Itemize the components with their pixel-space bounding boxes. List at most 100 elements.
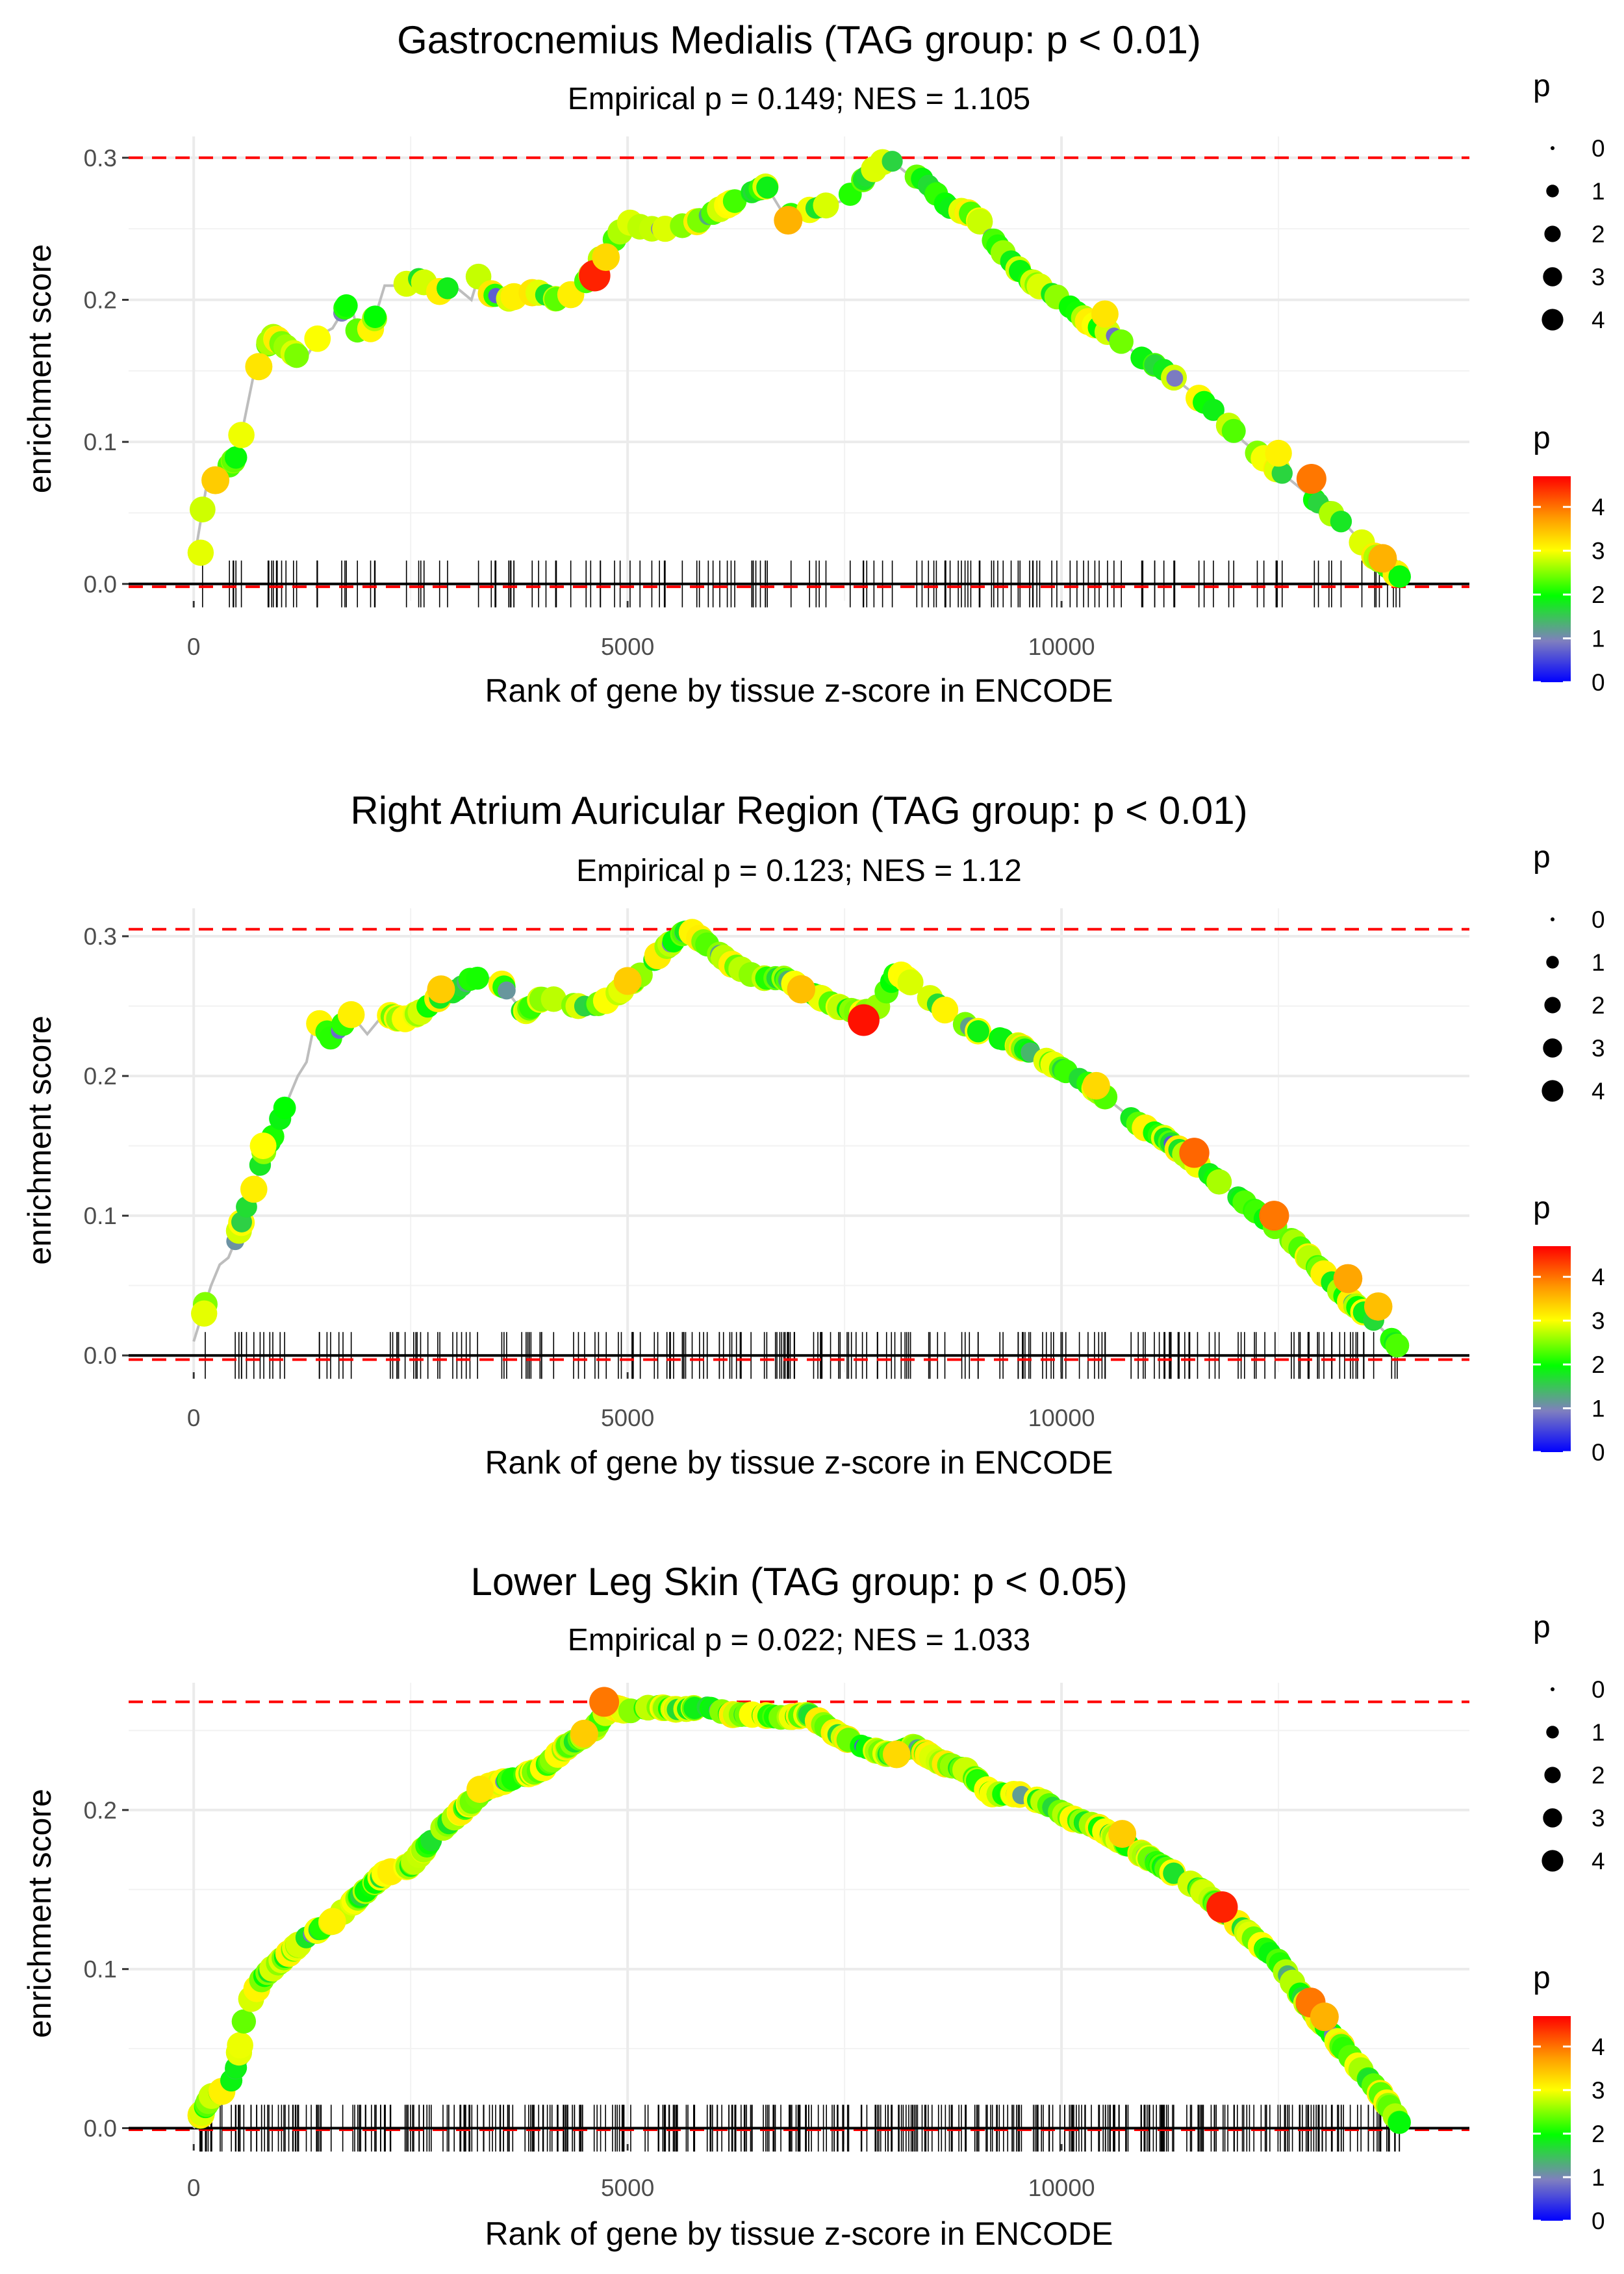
size-legend-key (1544, 1767, 1561, 1783)
gene-point (337, 1001, 365, 1028)
size-legend-key (1543, 1808, 1562, 1828)
gene-point (498, 981, 516, 1000)
x-tick-label: 5000 (601, 1405, 654, 1431)
y-axis: 0.0 0.1 0.2 (84, 1797, 129, 2142)
color-legend-label: 2 (1592, 1351, 1605, 1378)
y-tick-label: 0.2 (84, 287, 117, 313)
gene-point-highlight (592, 243, 620, 272)
gene-point (437, 277, 459, 300)
size-legend: p 0 1 2 3 4 (1533, 69, 1605, 333)
gene-point (1385, 1333, 1410, 1358)
size-legend-title: p (1533, 840, 1551, 875)
gene-point (813, 192, 839, 219)
chart-panel-2: Right Atrium Auricular Region (TAG group… (21, 789, 1605, 1481)
y-tick-label: 0.1 (84, 1203, 117, 1229)
gene-point-highlight (787, 975, 816, 1004)
y-tick-label: 0.1 (84, 429, 117, 455)
gene-point-highlight (1296, 463, 1326, 494)
color-legend-label: 1 (1592, 1396, 1605, 1422)
gene-point-highlight (427, 975, 455, 1004)
size-legend-label: 3 (1592, 1805, 1605, 1832)
gene-point (540, 986, 566, 1012)
chart-panel-1: Gastrocnemius Medialis (TAG group: p < 0… (21, 18, 1605, 709)
gene-point-highlight (191, 1300, 218, 1327)
size-legend-key (1543, 1038, 1562, 1058)
size-legend-label: 4 (1592, 1078, 1605, 1105)
size-legend-key (1542, 1080, 1564, 1102)
x-axis: 0 5000 10000 (187, 1372, 1095, 1431)
color-legend: p 0 1 2 3 4 (1533, 1191, 1605, 1466)
gene-point (1109, 329, 1134, 354)
gene-point (273, 1096, 296, 1119)
gene-point (722, 189, 747, 213)
size-legend-key (1546, 1726, 1559, 1739)
color-legend-label: 0 (1592, 669, 1605, 696)
x-tick-label: 10000 (1028, 1405, 1095, 1431)
size-legend-key (1543, 267, 1562, 287)
gene-point (189, 496, 216, 523)
color-legend-label: 3 (1592, 2077, 1605, 2104)
y-axis: 0.0 0.1 0.2 0.3 (84, 923, 129, 1369)
gene-point-highlight (1206, 1891, 1238, 1923)
chart-title: Right Atrium Auricular Region (TAG group… (350, 789, 1247, 832)
color-legend-label: 0 (1592, 2208, 1605, 2234)
gene-point (1206, 1169, 1232, 1195)
gene-point (1330, 510, 1352, 533)
y-tick-label: 0.3 (84, 145, 117, 172)
size-legend-key (1551, 146, 1554, 150)
x-axis: 0 5000 10000 (187, 601, 1095, 660)
size-legend-label: 2 (1592, 1762, 1605, 1789)
size-legend-label: 3 (1592, 1035, 1605, 1062)
size-legend-title: p (1533, 1610, 1551, 1644)
gene-points (187, 149, 1411, 588)
gene-point-highlight (201, 466, 230, 494)
gene-point-highlight (1265, 439, 1292, 467)
x-tick-label: 10000 (1028, 633, 1095, 660)
gene-point-highlight (1310, 2002, 1339, 2032)
y-axis-label: enrichment score (21, 244, 58, 494)
y-tick-label: 0.3 (84, 923, 117, 950)
gene-point (284, 343, 309, 368)
size-legend-label: 4 (1592, 1848, 1605, 1874)
gene-points (187, 1687, 1411, 2134)
gene-point (1388, 565, 1411, 588)
gene-point-highlight (1333, 1264, 1363, 1294)
color-legend-bar (1533, 1246, 1571, 1452)
gene-point-highlight (1082, 1071, 1110, 1100)
y-axis-label: enrichment score (21, 1016, 58, 1265)
gene-point-highlight (1368, 544, 1397, 573)
gene-point (1202, 398, 1224, 421)
gene-point-highlight (245, 353, 273, 381)
gene-point-highlight (882, 1740, 911, 1769)
size-legend-key (1551, 917, 1554, 921)
gene-point (897, 969, 924, 995)
color-legend-label: 0 (1592, 1439, 1605, 1466)
y-tick-label: 0.2 (84, 1797, 117, 1824)
gene-point (1388, 2111, 1411, 2134)
size-legend-label: 0 (1592, 1676, 1605, 1703)
size-legend-key (1546, 956, 1559, 969)
gene-point-highlight (249, 1132, 277, 1160)
gene-point-highlight (589, 1687, 620, 1717)
gene-point (227, 2032, 253, 2059)
gene-point (364, 305, 387, 329)
color-legend-label: 4 (1592, 1264, 1605, 1290)
gene-point (931, 996, 959, 1024)
x-tick-label: 5000 (601, 2175, 654, 2201)
x-axis: 0 5000 10000 (187, 2144, 1095, 2201)
gene-point-highlight (187, 539, 214, 566)
size-legend-key (1542, 1850, 1564, 1872)
gridlines (129, 1683, 1469, 2144)
x-tick-label: 0 (187, 1405, 201, 1431)
gene-point-highlight (466, 1776, 494, 1804)
size-legend: p 0 1 2 3 4 (1533, 840, 1605, 1105)
size-legend-label: 2 (1592, 992, 1605, 1019)
y-tick-label: 0.1 (84, 1956, 117, 1983)
size-legend-label: 0 (1592, 906, 1605, 933)
color-legend: p 0 1 2 3 4 (1533, 421, 1605, 696)
size-legend-title: p (1533, 69, 1551, 103)
chart-title: Lower Leg Skin (TAG group: p < 0.05) (470, 1560, 1127, 1603)
y-tick-label: 0.0 (84, 571, 117, 598)
gene-point-highlight (1108, 1820, 1137, 1848)
